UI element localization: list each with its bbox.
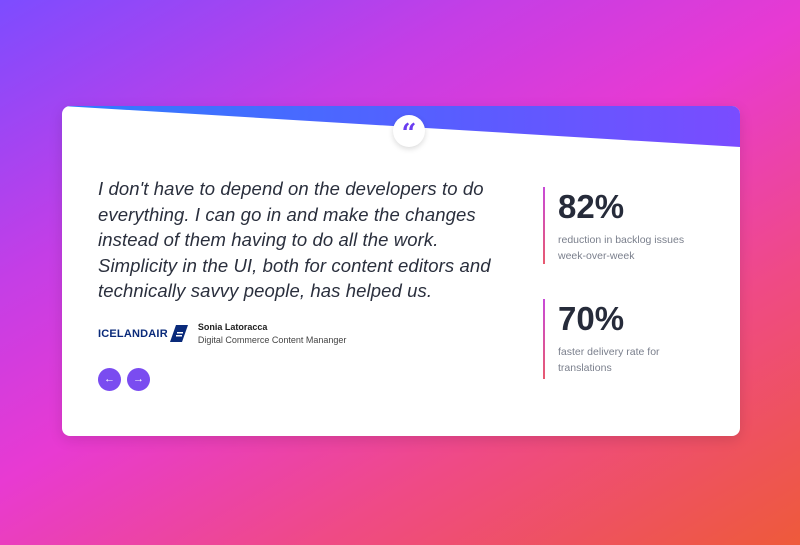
testimonial-card: “ I don't have to depend on the develope…: [62, 106, 740, 436]
stat-backlog: 82% reduction in backlog issues week-ove…: [543, 187, 713, 264]
stat-label: reduction in backlog issues week-over-we…: [558, 234, 685, 262]
stat-delivery: 70% faster delivery rate for translation…: [543, 299, 713, 379]
author-role: Digital Commerce Content Mananger: [197, 335, 347, 345]
stat-value: 70%: [558, 300, 625, 337]
testimonial-quote: I don't have to depend on the developers…: [98, 178, 491, 301]
author-name: Sonia Latoracca: [197, 322, 268, 332]
next-button[interactable]: →: [127, 368, 150, 391]
airline-tail-icon: [169, 325, 188, 342]
previous-button[interactable]: ←: [98, 368, 121, 391]
stat-value: 82%: [558, 188, 625, 225]
icelandair-logo: ICELANDAIR: [98, 325, 188, 342]
author: ICELANDAIR Sonia Latoracca Digital Comme…: [98, 322, 346, 345]
stat-label: faster delivery rate for translations: [558, 346, 660, 374]
quote-icon: “: [393, 115, 425, 149]
logo-text: ICELANDAIR: [98, 327, 168, 340]
